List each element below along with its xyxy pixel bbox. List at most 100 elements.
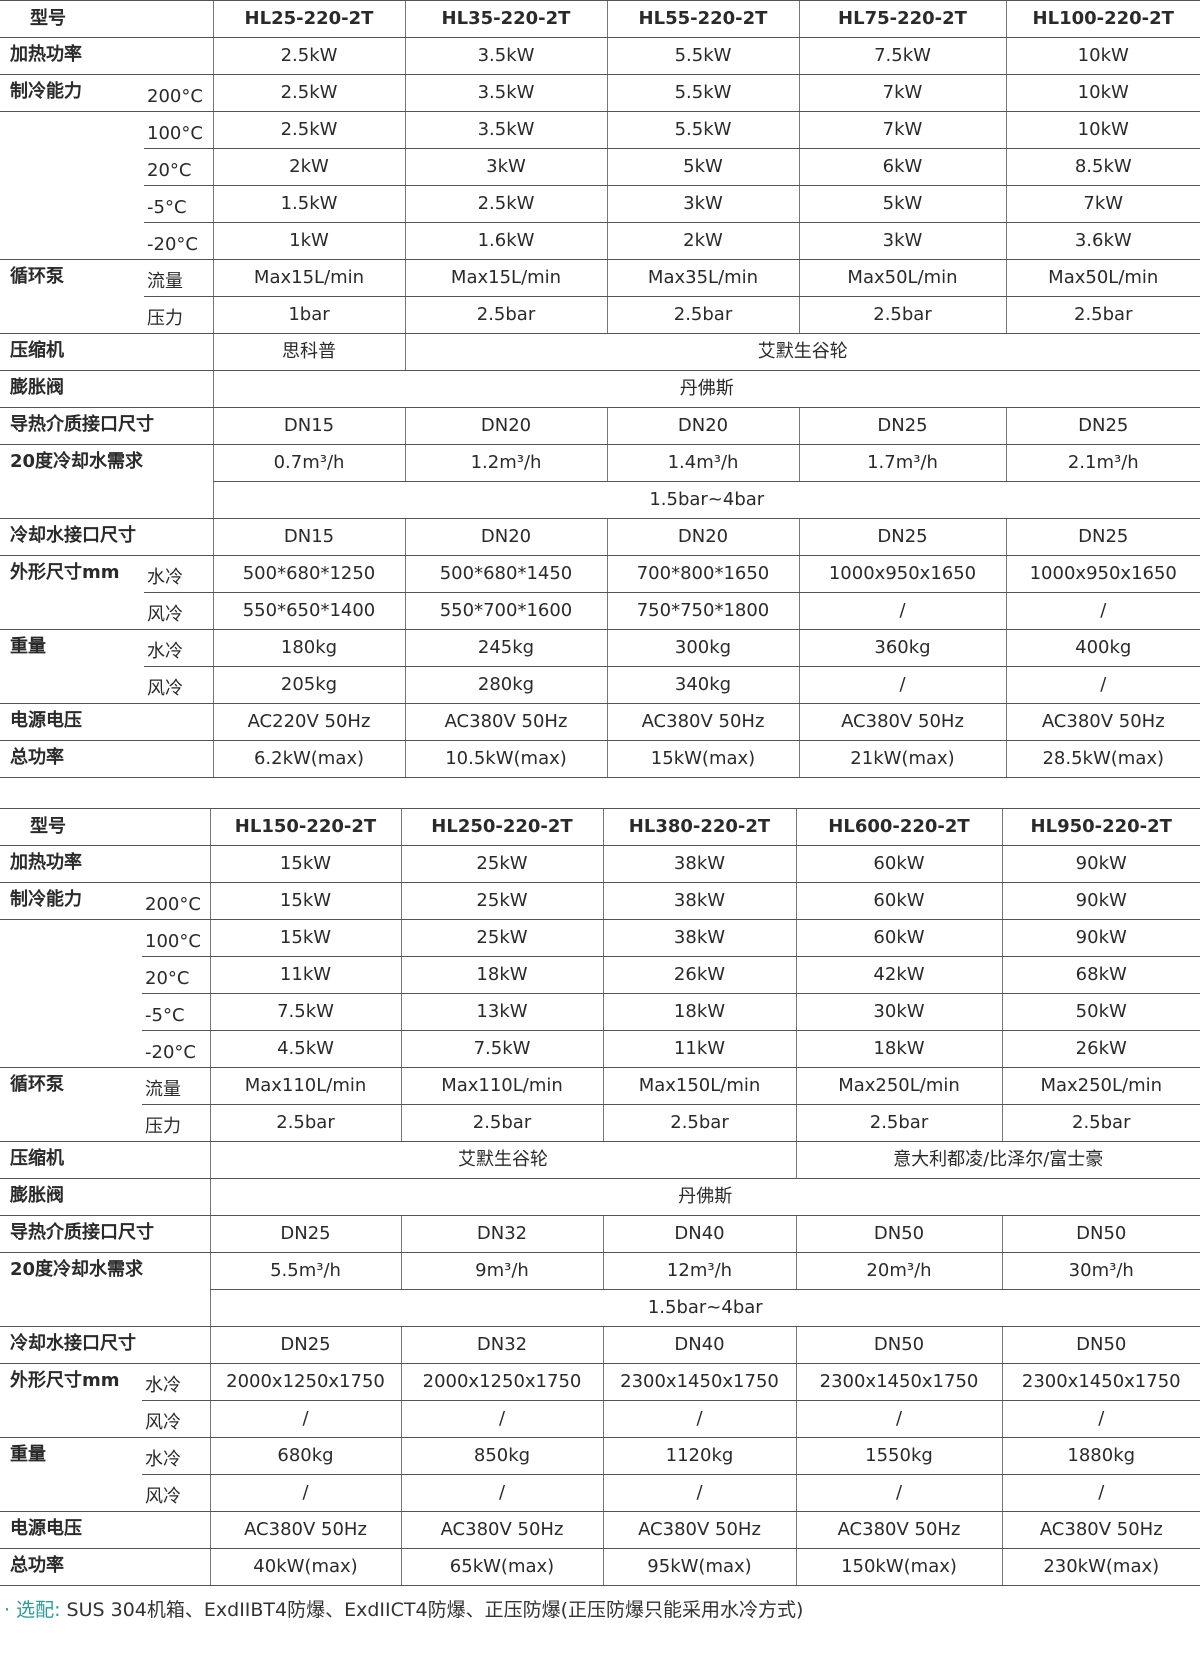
cell-value: AC380V 50Hz	[606, 703, 799, 741]
cell-value: 500*680*1450	[404, 555, 607, 593]
cell-value: 3.5kW	[404, 111, 607, 149]
cell-value: 360kg	[798, 629, 1006, 667]
table-row: 制冷能力 200°C 2.5kW 3.5kW 5.5kW 7kW 10kW	[0, 74, 1200, 112]
table-row: 风冷 205kg 280kg 340kg / /	[0, 666, 1200, 704]
row-sublabel: -5°C	[144, 185, 213, 223]
cell-value: 26kW	[1001, 1030, 1200, 1068]
cell-value: 12m³/h	[602, 1252, 796, 1290]
cell-value: /	[1005, 592, 1200, 630]
cell-value: DN25	[209, 1326, 401, 1364]
cell-value: 7kW	[798, 111, 1006, 149]
table-row: 总功率 6.2kW(max) 10.5kW(max) 15kW(max) 21kW(ma…	[0, 740, 1200, 778]
cell-value: 2.5bar	[209, 1104, 401, 1142]
cell-value: 4.5kW	[209, 1030, 401, 1068]
row-sublabel: -20°C	[142, 1030, 210, 1068]
table-row: 导热介质接口尺寸 DN15 DN20 DN20 DN25 DN25	[0, 407, 1200, 445]
table-row: 压缩机 思科普 艾默生谷轮	[0, 333, 1200, 371]
cell-value: 280kg	[404, 666, 607, 704]
cell-value: 15kW	[209, 919, 401, 957]
cell-value: 11kW	[602, 1030, 796, 1068]
model-name: HL35-220-2T	[404, 0, 607, 38]
header-label: 型号	[0, 808, 210, 846]
cell-value: 2300x1450x1750	[602, 1363, 796, 1401]
row-sublabel: 水冷	[142, 1437, 210, 1475]
cell-value: 1550kg	[795, 1437, 1002, 1475]
cell-value: 95kW(max)	[602, 1548, 796, 1586]
cell-value: 90kW	[1001, 919, 1200, 957]
cell-value: 18kW	[400, 956, 603, 994]
cell-value: 400kg	[1005, 629, 1200, 667]
cell-value: /	[798, 592, 1006, 630]
table-row: 压力 2.5bar 2.5bar 2.5bar 2.5bar 2.5bar	[0, 1104, 1200, 1142]
cell-value: 65kW(max)	[400, 1548, 603, 1586]
table-row: 1.5bar~4bar	[0, 481, 1200, 519]
cell-value: 15kW	[209, 845, 401, 883]
cell-value: 300kg	[606, 629, 799, 667]
cell-value: 1000x950x1650	[798, 555, 1006, 593]
row-sublabel: 风冷	[144, 666, 213, 704]
cell-value: 18kW	[602, 993, 796, 1031]
cell-value: 21kW(max)	[798, 740, 1006, 778]
cell-value: 2kW	[212, 148, 405, 186]
cell-value: 1.4m³/h	[606, 444, 799, 482]
cell-value: 0.7m³/h	[212, 444, 405, 482]
header-row: 型号 HL25-220-2T HL35-220-2T HL55-220-2T HL75-…	[0, 0, 1200, 38]
cell-value: 340kg	[606, 666, 799, 704]
cell-value: 68kW	[1001, 956, 1200, 994]
row-label: 压缩机	[0, 1141, 210, 1179]
model-name: HL55-220-2T	[606, 0, 799, 38]
table-row: 导热介质接口尺寸 DN25 DN32 DN40 DN50 DN50	[0, 1215, 1200, 1253]
cell-value: 1.7m³/h	[798, 444, 1006, 482]
row-label: 重量	[0, 629, 144, 704]
model-name: HL100-220-2T	[1005, 0, 1200, 38]
cell-value: /	[400, 1474, 603, 1512]
cell-value: DN50	[1001, 1326, 1200, 1364]
cell-value: DN40	[602, 1215, 796, 1253]
table-row: -5°C 1.5kW 2.5kW 3kW 5kW 7kW	[0, 185, 1200, 223]
cell-value: 15kW(max)	[606, 740, 799, 778]
row-label	[0, 919, 142, 1068]
cell-value: 1.5bar~4bar	[209, 1289, 1200, 1327]
cell-value: 丹佛斯	[209, 1178, 1200, 1216]
row-sublabel: 风冷	[144, 592, 213, 630]
table-row: 压力 1bar 2.5bar 2.5bar 2.5bar 2.5bar	[0, 296, 1200, 334]
cell-value: 2300x1450x1750	[1001, 1363, 1200, 1401]
cell-value: 180kg	[212, 629, 405, 667]
row-label: 循环泵	[0, 259, 144, 334]
table-row: 冷却水接口尺寸 DN15 DN20 DN20 DN25 DN25	[0, 518, 1200, 556]
cell-value: 5.5kW	[606, 74, 799, 112]
cell-value: 2.5bar	[606, 296, 799, 334]
cell-value: DN25	[1005, 518, 1200, 556]
row-sublabel: 流量	[142, 1067, 210, 1105]
cell-value: 5.5m³/h	[209, 1252, 401, 1290]
row-label: 外形尺寸mm	[0, 1363, 142, 1438]
cell-value: 2.5kW	[212, 74, 405, 112]
row-label: 压缩机	[0, 333, 213, 371]
table-row: 循环泵 流量 Max110L/min Max110L/min Max150L/min Ma…	[0, 1067, 1200, 1142]
table-row: 风冷 550*650*1400 550*700*1600 750*750*1800//	[0, 592, 1200, 630]
row-label: 加热功率	[0, 845, 210, 883]
cell-value: 1kW	[212, 222, 405, 260]
cell-value: /	[798, 666, 1006, 704]
table-row: 100°C 2.5kW 3.5kW 5.5kW 7kW 10kW	[0, 111, 1200, 260]
cell-value: 25kW	[400, 845, 603, 883]
cell-value: 680kg	[209, 1437, 401, 1475]
row-sublabel: -20°C	[144, 222, 213, 260]
cell-value: DN20	[404, 407, 607, 445]
row-sublabel: 20°C	[144, 148, 213, 186]
row-label: 总功率	[0, 1548, 210, 1586]
cell-value: DN50	[1001, 1215, 1200, 1253]
cell-value: 28.5kW(max)	[1005, 740, 1200, 778]
row-label: 总功率	[0, 740, 213, 778]
cell-value: 2.5kW	[404, 185, 607, 223]
cell-value: Max150L/min	[602, 1067, 796, 1105]
cell-value: AC380V 50Hz	[404, 703, 607, 741]
row-sublabel: 风冷	[142, 1474, 210, 1512]
cell-value: 42kW	[795, 956, 1002, 994]
cell-value: 38kW	[602, 919, 796, 957]
cell-value: 2.5bar	[795, 1104, 1002, 1142]
cell-value: DN25	[209, 1215, 401, 1253]
cell-value: 18kW	[795, 1030, 1002, 1068]
cell-value: 思科普	[212, 333, 405, 371]
row-label: 导热介质接口尺寸	[0, 1215, 210, 1253]
